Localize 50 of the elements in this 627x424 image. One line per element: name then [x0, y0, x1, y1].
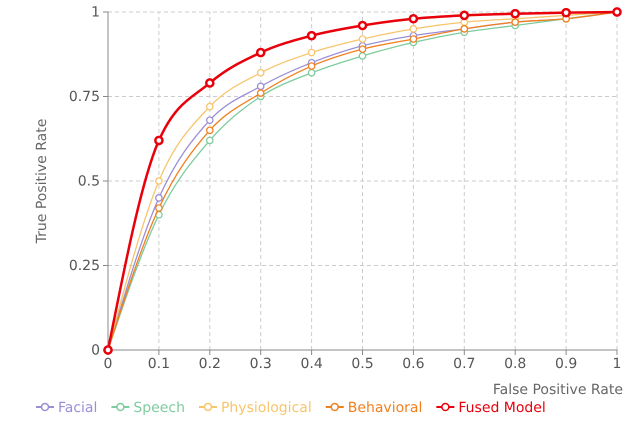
y-tick-label: 0.75 — [68, 88, 100, 105]
point — [308, 62, 316, 70]
point — [154, 136, 164, 146]
point — [358, 35, 366, 43]
x-tick-label: 0.8 — [504, 356, 526, 372]
point — [358, 52, 366, 60]
y-tick-label: 0.25 — [68, 258, 100, 274]
point — [206, 102, 214, 110]
point — [256, 69, 265, 77]
point — [256, 89, 265, 97]
y-tick-label: 0 — [91, 342, 100, 358]
point — [206, 116, 214, 124]
y-tick-label: 1 — [91, 4, 100, 20]
x-tick-label: 0.6 — [402, 356, 425, 372]
point — [204, 78, 215, 88]
legend-label: Physiological — [220, 400, 312, 416]
x-tick-label: 0.4 — [300, 356, 323, 372]
x-axis-title: False Positive Rate — [492, 382, 623, 398]
x-tick-label: 0.2 — [198, 356, 221, 372]
y-tick-label: 0.5 — [78, 173, 100, 190]
point — [256, 48, 266, 58]
legend-label: Behavioral — [348, 400, 422, 416]
x-tick-label: 1 — [612, 356, 622, 372]
x-tick-label: 0 — [104, 356, 112, 372]
point — [256, 82, 265, 90]
point — [306, 30, 316, 40]
x-tick-label: 0.1 — [148, 356, 170, 372]
legend-label: Fused Model — [458, 400, 546, 416]
point — [155, 177, 163, 185]
point — [308, 48, 316, 56]
point — [358, 20, 368, 30]
legend-label: Facial — [58, 400, 98, 416]
x-tick-label: 0.9 — [554, 356, 578, 372]
point — [155, 194, 163, 202]
point — [308, 69, 316, 77]
x-tick-label: 0.3 — [250, 356, 272, 372]
point — [410, 35, 418, 43]
point — [459, 10, 470, 20]
point — [358, 45, 366, 54]
point — [510, 8, 520, 18]
y-axis-title: True Positive Rate — [34, 118, 50, 244]
x-tick-label: 0.5 — [351, 356, 374, 372]
point — [155, 204, 163, 212]
point — [408, 14, 418, 24]
point — [410, 25, 418, 33]
legend-label: Speech — [133, 400, 185, 416]
point — [206, 126, 214, 134]
point — [561, 8, 571, 18]
point — [206, 136, 214, 144]
x-tick-label: 0.7 — [453, 356, 476, 372]
